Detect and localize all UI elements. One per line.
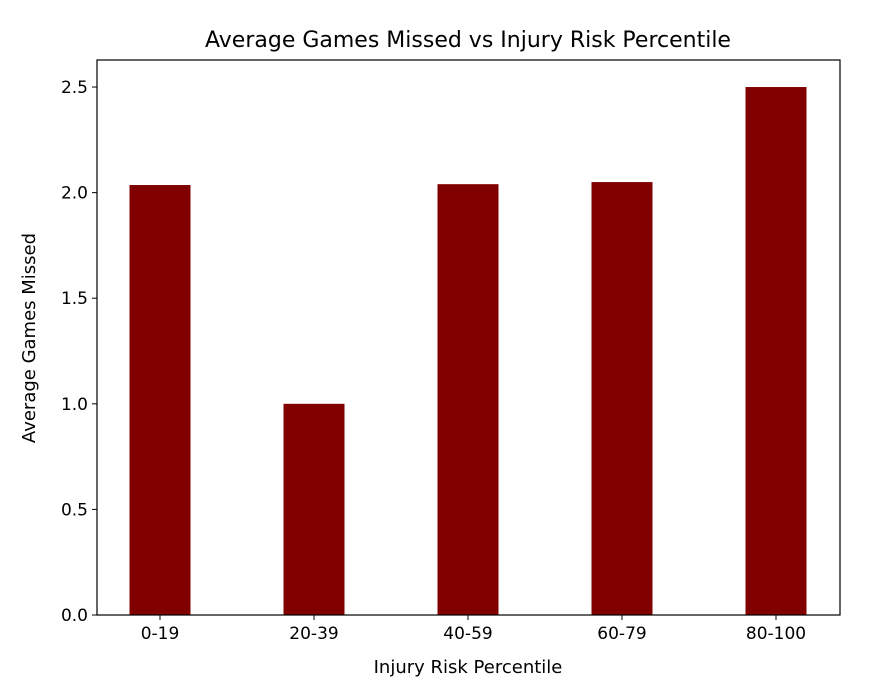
bar-40-59 <box>437 184 499 615</box>
x-tick-label: 0-19 <box>141 624 180 644</box>
y-tick-label: 1.5 <box>61 289 88 309</box>
y-tick-label: 2.5 <box>61 78 88 98</box>
bar-60-79 <box>591 182 653 615</box>
x-tick-label: 60-79 <box>597 624 646 644</box>
y-axis-label: Average Games Missed <box>19 233 40 443</box>
x-tick-label: 80-100 <box>746 624 806 644</box>
chart-title: Average Games Missed vs Injury Risk Perc… <box>205 28 731 53</box>
y-tick-label: 1.0 <box>61 395 88 415</box>
bar-0-19 <box>129 185 191 615</box>
y-tick-label: 0.5 <box>61 500 88 520</box>
plot-frame <box>96 59 841 616</box>
bar-80-100 <box>745 87 807 615</box>
x-axis-label: Injury Risk Percentile <box>374 657 563 678</box>
bar-20-39 <box>283 403 345 615</box>
y-tick-label: 0.0 <box>61 606 88 626</box>
x-tick-label: 20-39 <box>289 624 338 644</box>
x-tick-label: 40-59 <box>443 624 492 644</box>
y-tick-label: 2.0 <box>61 184 88 204</box>
